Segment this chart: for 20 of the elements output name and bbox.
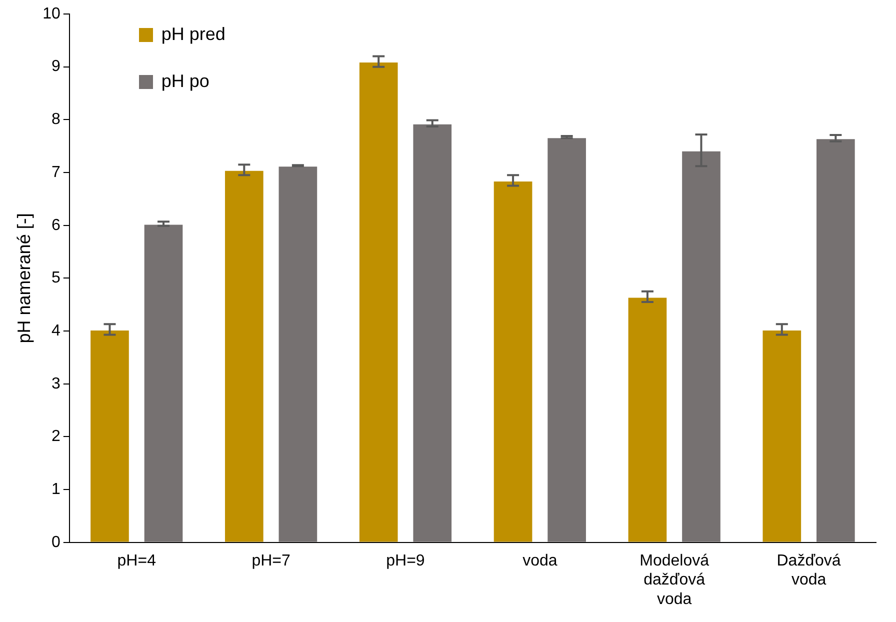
legend-label: pH pred [161,24,226,45]
y-tick-label: 2 [51,428,60,446]
legend-label: pH po [161,71,210,92]
x-tick-label: voda [522,552,558,570]
y-tick-label: 1 [51,480,60,498]
y-axis-title: pH namerané [-] [14,213,34,344]
y-tick-label: 4 [51,322,60,340]
y-tick-label: 0 [51,534,60,551]
y-tick-label: 7 [51,164,60,181]
y-tick-label: 6 [51,216,60,234]
x-tick-label: Dažďová voda [776,552,841,589]
x-tick-label: pH=9 [386,552,425,570]
y-tick-label: 3 [51,375,60,392]
x-tick-label: Modelová dažďová voda [640,552,710,608]
y-tick-label: 10 [42,5,60,22]
y-tick-label: 8 [51,111,60,128]
x-tick-label: pH=7 [252,552,290,570]
y-tick-label: 5 [51,270,60,287]
x-tick-label: pH=4 [117,552,156,570]
y-tick-label: 9 [51,58,60,76]
